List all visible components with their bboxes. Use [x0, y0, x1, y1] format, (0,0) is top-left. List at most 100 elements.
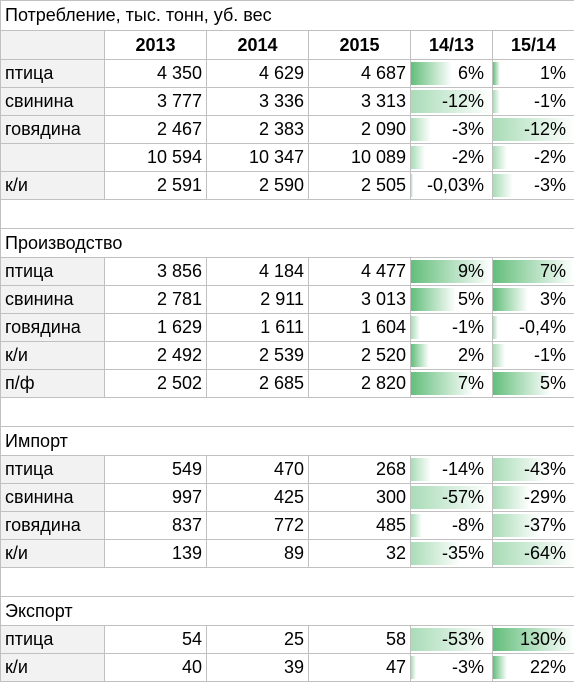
data-bar — [411, 486, 492, 509]
value-2013: 10 594 — [104, 143, 207, 172]
value-2014: 4 184 — [206, 257, 309, 286]
section-title-row: Импорт — [0, 426, 574, 456]
growth-value: 7% — [540, 261, 567, 281]
growth-14-13: -8% — [410, 511, 493, 540]
growth-value: 2% — [457, 345, 484, 365]
section-title: Потребление, тыс. тонн, уб. вес — [0, 0, 574, 31]
table-row: птица 54 25 58 -53% 130% — [0, 625, 574, 654]
data-bar — [493, 146, 507, 169]
value-2014: 39 — [206, 653, 309, 682]
row-label: говядина — [0, 511, 105, 540]
data-bar — [493, 344, 505, 367]
table-row: к/и 2 492 2 539 2 520 2% -1% — [0, 341, 574, 370]
growth-15-14: 5% — [491, 369, 574, 398]
value-2015: 4 687 — [308, 59, 411, 88]
value-2013: 837 — [104, 511, 207, 540]
growth-value: 7% — [457, 373, 484, 393]
data-bar — [411, 62, 452, 85]
column-header: 2013 — [104, 30, 207, 60]
value-2013: 1 629 — [104, 313, 207, 342]
value-2014: 1 611 — [206, 313, 309, 342]
data-bar — [411, 344, 429, 367]
growth-value: -1% — [534, 345, 567, 365]
data-bar — [411, 514, 423, 537]
value-2014: 2 383 — [206, 115, 309, 144]
row-label: птица — [0, 59, 105, 88]
data-table: Потребление, тыс. тонн, уб. вес 2013 2014 2… — [0, 0, 574, 682]
column-header: 14/13 — [410, 30, 493, 60]
value-2015: 2 520 — [308, 341, 411, 370]
value-2013: 54 — [104, 625, 207, 654]
growth-15-14: 1% — [491, 59, 574, 88]
value-2015: 4 477 — [308, 257, 411, 286]
data-bar — [493, 542, 574, 565]
growth-value: -8% — [451, 515, 484, 535]
column-header: 2015 — [308, 30, 411, 60]
data-bar — [493, 90, 500, 113]
data-bar — [411, 458, 431, 481]
growth-value: -29% — [524, 487, 567, 507]
value-2015: 2 505 — [308, 171, 411, 200]
table-row: птица 3 856 4 184 4 477 9% 7% — [0, 257, 574, 286]
growth-value: -0,03% — [426, 175, 484, 195]
value-2013: 549 — [104, 455, 207, 484]
table-row: птица 549 470 268 -14% -43% — [0, 455, 574, 484]
data-bar — [493, 656, 507, 679]
growth-value: -14% — [441, 459, 484, 479]
growth-15-14: -29% — [491, 483, 574, 512]
data-bar — [411, 174, 413, 197]
growth-value: 1% — [540, 63, 567, 83]
table-row: говядина 837 772 485 -8% -37% — [0, 511, 574, 540]
value-2014: 425 — [206, 483, 309, 512]
growth-15-14: -64% — [491, 539, 574, 568]
value-2013: 40 — [104, 653, 207, 682]
table-row: свинина 2 781 2 911 3 013 5% 3% — [0, 285, 574, 314]
table-body: Потребление, тыс. тонн, уб. вес 2013 2014 2… — [0, 0, 574, 682]
value-2013: 2 467 — [104, 115, 207, 144]
growth-14-13: -35% — [410, 539, 493, 568]
row-label: птица — [0, 625, 105, 654]
growth-value: -0,4% — [519, 317, 567, 337]
row-label — [0, 143, 105, 172]
growth-15-14: -0,4% — [491, 313, 574, 342]
table-row: 10 594 10 347 10 089 -2% -2% — [0, 143, 574, 172]
growth-15-14: -1% — [491, 341, 574, 370]
value-2013: 997 — [104, 483, 207, 512]
row-label: свинина — [0, 87, 105, 116]
blank-cell — [0, 567, 574, 597]
value-2013: 3 777 — [104, 87, 207, 116]
value-2014: 10 347 — [206, 143, 309, 172]
growth-15-14: 130% — [491, 625, 574, 654]
growth-value: -3% — [534, 175, 567, 195]
value-2014: 25 — [206, 625, 309, 654]
row-label: птица — [0, 455, 105, 484]
growth-value: 9% — [457, 261, 484, 281]
value-2015: 300 — [308, 483, 411, 512]
growth-15-14: 7% — [491, 257, 574, 286]
growth-value: 22% — [530, 657, 567, 677]
data-bar — [411, 90, 492, 113]
growth-value: -43% — [524, 459, 567, 479]
column-header: 2014 — [206, 30, 309, 60]
table-row: птица 4 350 4 629 4 687 6% 1% — [0, 59, 574, 88]
growth-14-13: -2% — [410, 143, 493, 172]
growth-14-13: 6% — [410, 59, 493, 88]
value-2014: 470 — [206, 455, 309, 484]
growth-15-14: -3% — [491, 171, 574, 200]
growth-value: -37% — [524, 515, 567, 535]
row-label: свинина — [0, 483, 105, 512]
data-bar — [493, 62, 500, 85]
value-2013: 2 502 — [104, 369, 207, 398]
blank-row — [0, 567, 574, 597]
growth-value: -57% — [441, 487, 484, 507]
value-2014: 772 — [206, 511, 309, 540]
value-2015: 32 — [308, 539, 411, 568]
value-2015: 1 604 — [308, 313, 411, 342]
column-header: 15/14 — [491, 30, 574, 60]
table-row: говядина 1 629 1 611 1 604 -1% -0,4% — [0, 313, 574, 342]
value-2014: 2 539 — [206, 341, 309, 370]
value-2014: 89 — [206, 539, 309, 568]
value-2015: 58 — [308, 625, 411, 654]
data-bar — [411, 542, 461, 565]
value-2013: 2 781 — [104, 285, 207, 314]
